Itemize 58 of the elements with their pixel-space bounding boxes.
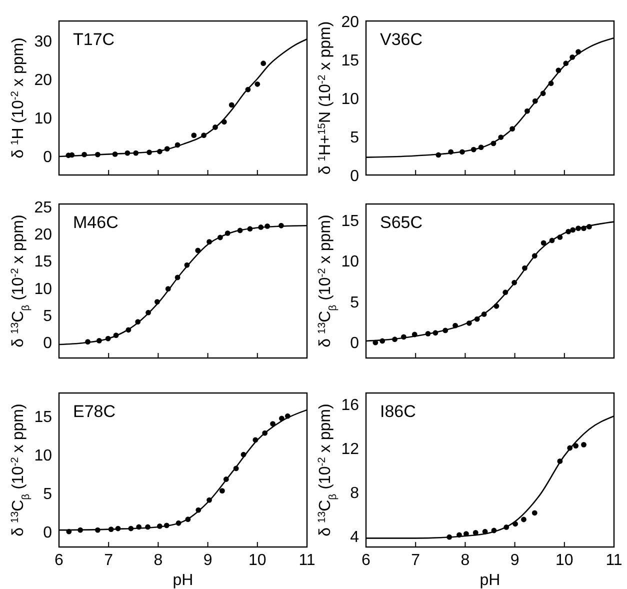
x-tick-label: 11	[606, 552, 622, 569]
text: I86C	[380, 402, 416, 421]
y-tick-label: 20	[34, 72, 52, 89]
x-tick-label: 10	[248, 552, 266, 569]
point	[191, 132, 197, 138]
y-tick-label: 12	[341, 441, 360, 458]
y-tick-label: 5	[350, 130, 360, 146]
y-tick-label: 20	[341, 14, 360, 31]
x-tick-label: 9	[203, 552, 212, 569]
y-tick-label: 0	[350, 334, 360, 352]
y-tick-label: 15	[341, 52, 360, 70]
y-tick-label: 5	[350, 294, 360, 312]
x-tick-label: 10	[556, 552, 574, 569]
x-tick-label: 8	[154, 552, 163, 569]
text: E78C	[73, 402, 116, 421]
y-tick-label: 4	[350, 529, 360, 546]
y-tick-label: 10	[341, 91, 360, 108]
y-tick-label: 25	[34, 200, 52, 217]
point	[573, 443, 579, 448]
point	[532, 510, 538, 516]
text: S65C	[380, 213, 423, 232]
text: V36C	[380, 30, 423, 49]
point	[270, 421, 276, 426]
y-tick-label: 10	[341, 254, 360, 271]
y-tick-label: 10	[34, 110, 52, 128]
x-tick-label: 6	[54, 552, 64, 569]
y-tick-label: 0	[43, 334, 52, 352]
y-tick-label: 15	[34, 254, 52, 271]
y-tick-label: 15	[341, 213, 360, 230]
point	[521, 516, 526, 522]
point	[219, 488, 225, 494]
y-tick-label: 5	[43, 308, 52, 325]
text: T17C	[73, 30, 115, 49]
y-tick-label: 5	[43, 486, 52, 504]
y-tick-label: 16	[341, 397, 360, 414]
text: M46C	[73, 213, 118, 232]
y-tick-label: 0	[43, 148, 52, 166]
point	[260, 60, 266, 66]
x-axis-title: pH	[172, 572, 194, 589]
x-tick-label: 6	[362, 552, 371, 569]
point	[540, 240, 546, 246]
y-tick-label: 20	[34, 226, 52, 244]
y-tick-label: 10	[34, 448, 52, 465]
y-tick-label: 8	[350, 485, 360, 502]
x-tick-label: 9	[510, 552, 520, 569]
y-tick-label: 30	[34, 33, 52, 50]
point	[228, 102, 234, 108]
x-tick-label: 7	[411, 552, 420, 569]
x-tick-label: 8	[460, 552, 470, 569]
x-tick-label: 11	[298, 552, 316, 569]
x-tick-label: 7	[104, 552, 114, 569]
point	[581, 442, 586, 448]
x-axis-title: pH	[480, 572, 500, 589]
y-tick-label: 15	[34, 409, 52, 426]
y-tick-label: 0	[43, 524, 52, 542]
y-tick-label: 10	[34, 280, 52, 298]
y-tick-label: 0	[350, 168, 360, 185]
point	[254, 81, 260, 87]
